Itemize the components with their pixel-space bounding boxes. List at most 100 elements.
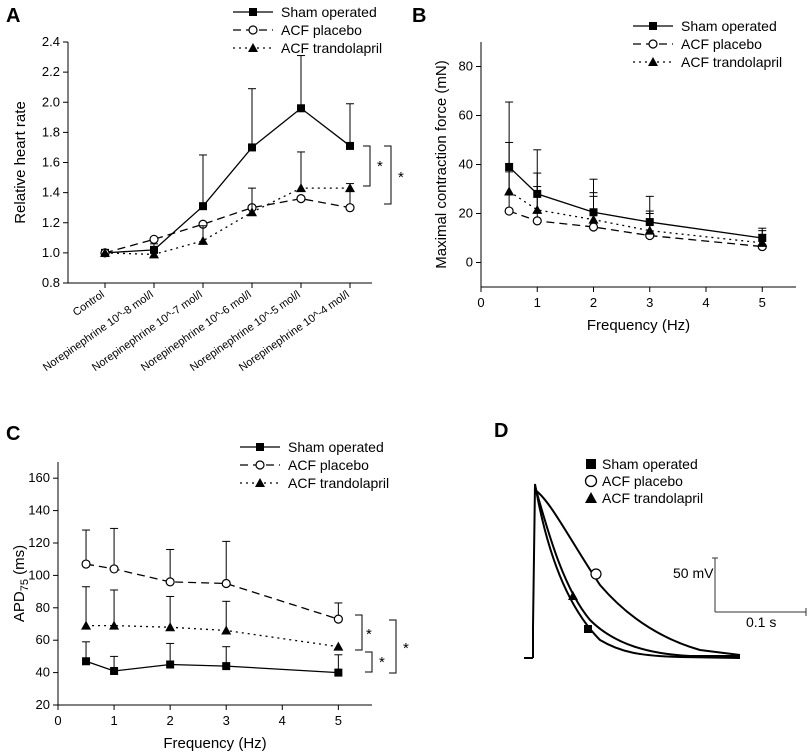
c-y-tick-label: 40 (36, 665, 50, 680)
c-point-sham-operated (82, 657, 91, 666)
b-legend-marker-acf-trandolapril (648, 57, 658, 66)
c-significance-star: * (403, 640, 409, 657)
a-y-tick-label: 1.6 (42, 155, 60, 170)
b-point-acf-placebo (588, 222, 599, 232)
c-y-tick-label: 160 (28, 470, 50, 485)
a-legend-label-sham-operated: Sham operated (281, 4, 377, 20)
a-significance-star: * (398, 169, 404, 186)
c-line-sham-operated (85, 660, 339, 674)
b-x-tick-label: 0 (477, 295, 484, 310)
b-point-acf-trandolapril (757, 237, 768, 247)
panel-c-chart: 20 40 60 80 100 120 140 160 0 1 2 3 4 5 Frequency (Hz)… (11, 439, 409, 752)
a-point-acf-trandolapril (198, 235, 208, 245)
legend-d-label-sham-operated: Sham operated (602, 456, 698, 472)
a-point-sham-operated (199, 202, 207, 211)
trace-acf-trandolapril (534, 485, 740, 657)
trace-marker-sham-operated (584, 625, 592, 633)
b-x-tick-label: 2 (590, 295, 597, 310)
a-y-axis-label: Relative heart rate (12, 101, 29, 224)
c-point-sham-operated (222, 662, 231, 671)
c-point-acf-trandolapril (165, 622, 176, 632)
b-x-tick-label: 5 (759, 295, 766, 310)
a-legend-marker-acf-placebo (248, 25, 258, 35)
b-x-tick-label: 3 (646, 295, 653, 310)
c-x-tick-label: 1 (110, 713, 117, 728)
a-line-acf-trandolapril (104, 187, 350, 256)
c-y-tick-label: 120 (28, 535, 50, 550)
panel-letter-c: C (6, 423, 20, 445)
c-point-acf-placebo (81, 559, 91, 569)
c-significance-bracket (389, 619, 397, 674)
b-point-acf-trandolapril (644, 225, 655, 235)
a-y-tick-label: 0.8 (42, 275, 60, 290)
c-x-tick-label: 2 (167, 713, 174, 728)
b-point-acf-trandolapril (588, 214, 599, 224)
trace-marker-acf-placebo (590, 568, 602, 580)
a-significance-bracket (384, 145, 392, 205)
b-point-acf-trandolapril (504, 186, 515, 196)
a-legend-marker-sham-operated (249, 8, 257, 16)
b-y-axis-label: Maximal contraction force (mN) (433, 60, 450, 268)
c-point-sham-operated (334, 668, 343, 677)
b-y-tick-label: 0 (466, 255, 473, 270)
c-y-tick-label: 80 (36, 600, 50, 615)
legend-d-label-acf-trandolapril: ACF trandolapril (602, 490, 703, 506)
c-point-sham-operated (110, 666, 119, 675)
b-legend-label-acf-placebo: ACF placebo (681, 36, 762, 52)
a-y-tick-label: 2.2 (42, 64, 60, 79)
c-point-acf-placebo (109, 564, 119, 574)
c-point-acf-trandolapril (333, 641, 344, 651)
c-legend-marker-sham-operated (256, 443, 264, 451)
b-y-tick-label: 60 (459, 108, 473, 123)
a-legend-label-acf-trandolapril: ACF trandolapril (281, 40, 382, 56)
c-significance-star: * (379, 654, 385, 671)
b-x-axis-label: Frequency (Hz) (587, 317, 690, 334)
c-y-tick-label: 60 (36, 632, 50, 647)
a-y-tick-label: 2.4 (42, 34, 60, 49)
panel-a-chart: 0.81.01.21.41.61.82.02.22.4ControlNorepi… (12, 4, 404, 374)
a-significance-star: * (377, 158, 383, 175)
a-point-acf-trandolapril (296, 183, 306, 193)
c-y-tick-label: 140 (28, 503, 50, 518)
c-significance-bracket (365, 651, 373, 673)
c-y-axis-label-sub: 75 (19, 579, 31, 591)
c-point-acf-placebo (333, 614, 343, 624)
c-x-tick-label: 5 (335, 713, 342, 728)
b-legend-marker-acf-placebo (648, 39, 658, 49)
a-legend-marker-acf-trandolapril (248, 43, 258, 52)
c-x-tick-label: 0 (54, 713, 61, 728)
panel-d-chart: Sham operated ACF placebo ACF trandolapr… (524, 456, 807, 659)
panel-letter-d: D (494, 420, 508, 442)
a-point-acf-trandolapril (345, 183, 355, 193)
a-y-tick-label: 1.0 (42, 245, 60, 260)
a-point-acf-trandolapril (149, 249, 159, 259)
c-point-acf-placebo (221, 578, 231, 589)
a-point-acf-trandolapril (247, 207, 257, 217)
c-y-tick-label: 20 (36, 697, 50, 712)
legend-d-label-acf-placebo: ACF placebo (602, 473, 683, 489)
b-legend-label-acf-trandolapril: ACF trandolapril (681, 54, 782, 70)
legend-d-marker-sham-operated (586, 459, 596, 469)
b-point-acf-placebo (532, 216, 542, 226)
a-significance-bracket (363, 145, 371, 187)
a-line-sham-operated (104, 107, 351, 254)
a-line-acf-placebo (104, 197, 351, 254)
c-x-axis-label: Frequency (Hz) (163, 735, 266, 752)
c-line-acf-trandolapril (86, 624, 339, 648)
c-point-acf-trandolapril (221, 625, 232, 635)
panel-letter-b: B (412, 5, 426, 27)
b-point-acf-trandolapril (532, 204, 543, 214)
b-line-acf-placebo (508, 210, 763, 248)
scale-bar-voltage-label: 50 mV (673, 565, 714, 581)
a-point-acf-placebo (345, 203, 355, 213)
c-legend-marker-acf-trandolapril (255, 478, 265, 487)
legend-d-marker-acf-placebo (584, 474, 598, 488)
a-point-acf-trandolapril (100, 247, 110, 257)
scale-bar (712, 557, 807, 616)
a-y-tick-label: 1.8 (42, 124, 60, 139)
b-y-tick-label: 40 (459, 157, 473, 172)
a-point-acf-placebo (149, 234, 159, 244)
a-point-acf-placebo (296, 194, 306, 204)
a-y-tick-label: 1.2 (42, 215, 60, 230)
trace-marker-acf-trandolapril (568, 591, 578, 600)
